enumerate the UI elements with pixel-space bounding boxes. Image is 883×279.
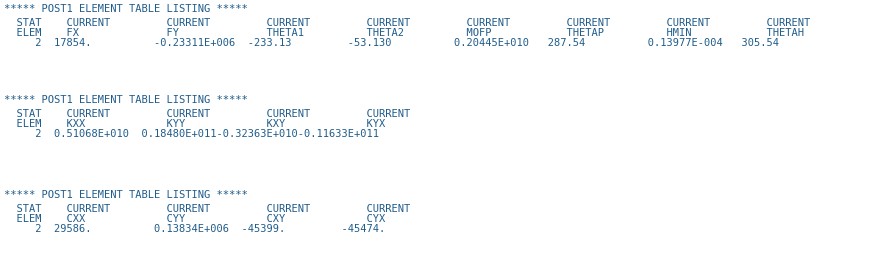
- Text: ***** POST1 ELEMENT TABLE LISTING *****: ***** POST1 ELEMENT TABLE LISTING *****: [4, 95, 248, 105]
- Text: ELEM    KXX             KYY             KXY             KYX: ELEM KXX KYY KXY KYX: [4, 119, 385, 129]
- Text: 2  0.51068E+010  0.18480E+011-0.32363E+010-0.11633E+011: 2 0.51068E+010 0.18480E+011-0.32363E+010…: [4, 129, 379, 139]
- Text: 2  17854.          -0.23311E+006  -233.13         -53.130          0.20445E+010 : 2 17854. -0.23311E+006 -233.13 -53.130 0…: [4, 38, 779, 48]
- Text: ELEM    FX              FY              THETA1          THETA2          MOFP    : ELEM FX FY THETA1 THETA2 MOFP: [4, 28, 804, 38]
- Text: STAT    CURRENT         CURRENT         CURRENT         CURRENT         CURRENT : STAT CURRENT CURRENT CURRENT CURRENT CUR…: [4, 18, 811, 28]
- Text: ELEM    CXX             CYY             CXY             CYX: ELEM CXX CYY CXY CYX: [4, 214, 385, 224]
- Text: ***** POST1 ELEMENT TABLE LISTING *****: ***** POST1 ELEMENT TABLE LISTING *****: [4, 4, 248, 14]
- Text: 2  29586.          0.13834E+006  -45399.         -45474.: 2 29586. 0.13834E+006 -45399. -45474.: [4, 224, 385, 234]
- Text: STAT    CURRENT         CURRENT         CURRENT         CURRENT: STAT CURRENT CURRENT CURRENT CURRENT: [4, 109, 411, 119]
- Text: ***** POST1 ELEMENT TABLE LISTING *****: ***** POST1 ELEMENT TABLE LISTING *****: [4, 190, 248, 200]
- Text: STAT    CURRENT         CURRENT         CURRENT         CURRENT: STAT CURRENT CURRENT CURRENT CURRENT: [4, 204, 411, 214]
